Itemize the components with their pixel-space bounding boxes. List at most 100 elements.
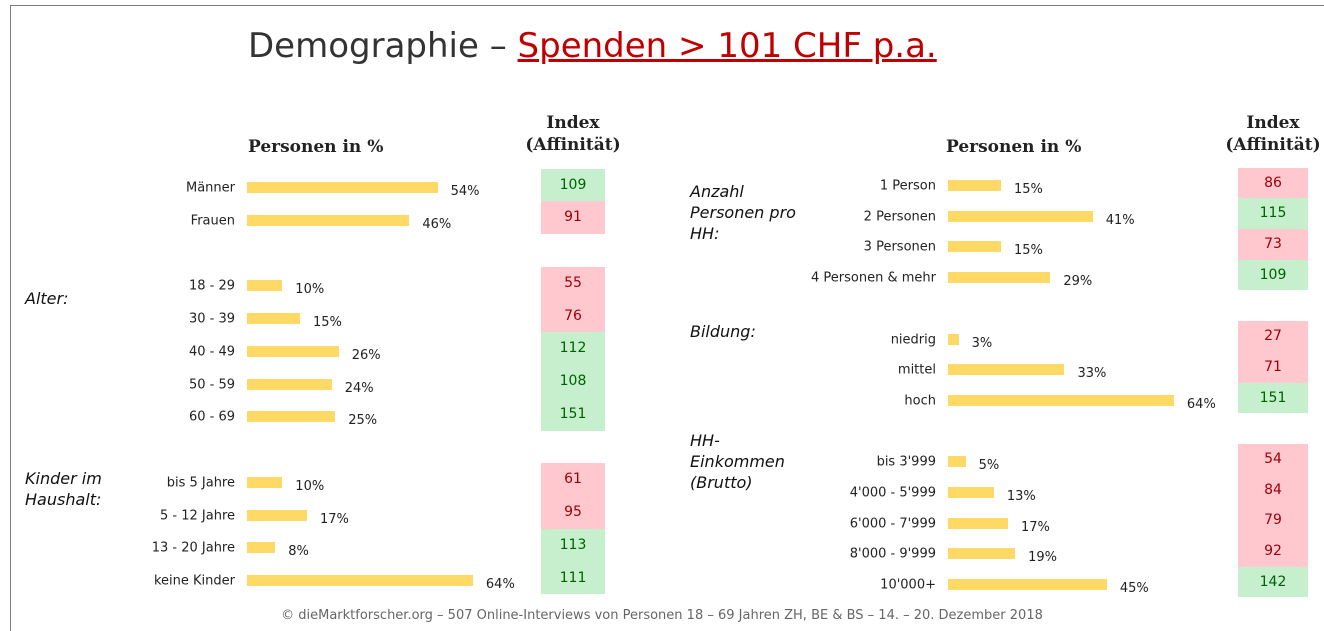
value-label: 25% (348, 413, 378, 429)
bar (948, 548, 1016, 560)
category-label: bis 5 Jahre (166, 475, 235, 491)
footer: © dieMarktforscher.org – 507 Online-Inte… (281, 608, 1043, 623)
value-label: 17% (320, 511, 349, 527)
index-cell: 112 (541, 332, 605, 366)
group-label: Bildung: (690, 321, 756, 341)
header: Personen in % (946, 137, 1082, 157)
category-label: 4'000 - 5'999 (849, 485, 936, 501)
value-label: 29% (1063, 274, 1093, 290)
bar (948, 456, 966, 468)
value-label: 46% (422, 216, 452, 232)
group-label: HH-Einkommen (Brutto) (690, 430, 785, 492)
index-cell: 151 (1238, 382, 1308, 414)
category-label: hoch (904, 393, 936, 409)
category-label: 18 - 29 (188, 278, 235, 294)
index-cell: 111 (541, 561, 605, 595)
value-label: 54% (450, 184, 480, 199)
category-label: Männer (185, 180, 235, 196)
value-label: 45% (1119, 581, 1149, 597)
bar (247, 214, 410, 226)
index-cell: 71 (1238, 351, 1308, 383)
value-label: 64% (485, 577, 515, 592)
value-label: 41% (1105, 212, 1135, 228)
bar (247, 378, 332, 390)
value-label: 15% (312, 315, 342, 330)
value-label: 26% (351, 347, 381, 363)
index-cell: 109 (541, 168, 605, 202)
group-label: Anzahl Personen pro HH: (690, 182, 796, 244)
value-label: 15% (1013, 182, 1043, 197)
category-label: 10'000+ (880, 577, 936, 593)
index-cell: 91 (541, 201, 605, 235)
title: Demographie – Spenden > 101 CHF p.a. (248, 26, 937, 66)
group-label: Alter: (25, 289, 69, 309)
bar (948, 180, 1001, 191)
header: Personen in % (248, 137, 384, 157)
index-cell: 79 (1238, 505, 1308, 537)
index-cell: 61 (541, 463, 605, 497)
category-label: 30 - 39 (188, 311, 235, 327)
index-cell: 86 (1238, 167, 1308, 199)
bar (948, 241, 1001, 253)
index-header: (Affinität) (525, 135, 621, 155)
value-label: 10% (295, 282, 325, 298)
bar (247, 411, 336, 423)
value-label: 15% (1013, 243, 1043, 259)
bar (948, 517, 1008, 529)
value-label: 33% (1077, 366, 1107, 382)
category-label: 3 Personen (863, 239, 936, 255)
frame (10, 5, 1324, 631)
category-label: 40 - 49 (188, 344, 235, 360)
index-cell: 73 (1238, 229, 1308, 260)
index-header: (Affinität) (1225, 135, 1321, 155)
index-cell: 84 (1238, 474, 1308, 506)
bar (247, 313, 300, 324)
group-label: Kinder im Haushalt: (25, 469, 102, 510)
category-label: keine Kinder (153, 573, 235, 589)
bar (948, 487, 994, 498)
value-label: 17% (1021, 519, 1050, 535)
bar (948, 210, 1093, 222)
index-cell: 92 (1238, 536, 1308, 567)
value-label: 13% (1006, 489, 1036, 504)
value-label: 19% (1028, 550, 1057, 566)
index-cell: 115 (1238, 198, 1308, 230)
bar (948, 394, 1174, 406)
bar (948, 272, 1051, 284)
bar (247, 575, 473, 586)
value-label: 64% (1186, 396, 1216, 412)
title-highlight: Spenden > 101 CHF p.a. (517, 26, 937, 66)
index-header: Index (546, 113, 600, 133)
bar (948, 333, 959, 345)
index-header: Index (1246, 113, 1300, 133)
value-label: 24% (344, 380, 374, 396)
category-label: Frauen (190, 213, 235, 229)
bar (247, 509, 307, 521)
index-cell: 95 (541, 496, 605, 529)
index-cell: 142 (1238, 566, 1308, 598)
index-cell: 27 (1238, 321, 1308, 352)
category-label: 8'000 - 9'999 (849, 546, 936, 562)
bar (247, 182, 438, 193)
category-label: 5 - 12 Jahre (160, 508, 235, 523)
index-cell: 108 (541, 365, 605, 398)
category-label: bis 3'999 (876, 454, 936, 470)
bar (948, 579, 1107, 591)
category-label: 50 - 59 (188, 377, 235, 392)
bar (247, 542, 276, 554)
bar (247, 280, 283, 292)
value-label: 10% (295, 478, 325, 494)
category-label: 1 Person (879, 178, 936, 194)
category-label: mittel (897, 362, 936, 378)
category-label: 4 Personen & mehr (811, 270, 936, 286)
value-label: 5% (978, 458, 1000, 474)
category-label: 60 - 69 (188, 409, 235, 425)
index-cell: 151 (541, 397, 605, 431)
bar (247, 476, 283, 488)
index-cell: 54 (1238, 443, 1308, 475)
index-cell: 113 (541, 528, 605, 562)
value-label: 3% (971, 335, 993, 351)
category-label: 13 - 20 Jahre (151, 540, 235, 556)
category-label: 6'000 - 7'999 (849, 516, 936, 532)
